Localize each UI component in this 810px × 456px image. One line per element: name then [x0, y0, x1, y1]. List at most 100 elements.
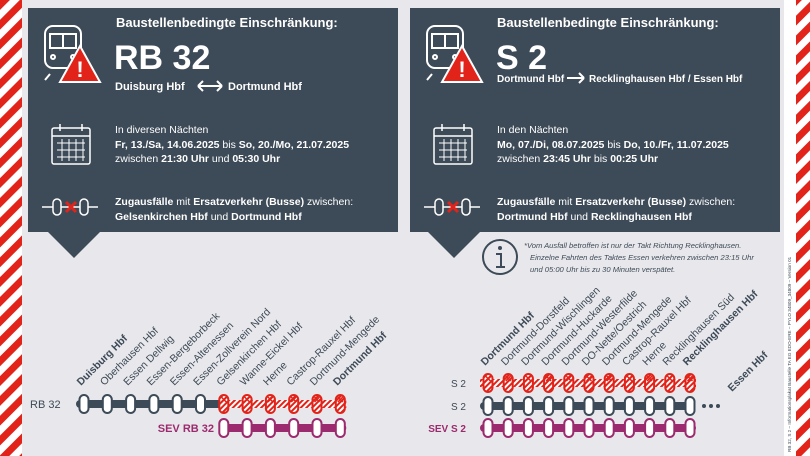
stop [241, 418, 253, 438]
note-line: Einzelne Fahrten des Taktes Essen verkeh… [530, 253, 754, 262]
impact-a: Zugausfälle [497, 196, 556, 208]
stop [684, 373, 696, 393]
date-join: bis [220, 139, 239, 151]
stop [583, 396, 595, 416]
stop [218, 418, 230, 438]
impact-c: Ersatzverkehr (Busse) [575, 196, 686, 208]
stripe-left [0, 0, 22, 456]
cancel-icon [42, 198, 98, 216]
cancel-mark [626, 375, 633, 382]
times: zwischen 23:45 Uhr bis 00:25 Uhr [497, 153, 658, 165]
stop [664, 396, 676, 416]
cancel-mark [565, 375, 572, 382]
line-name: RB 32 [114, 39, 210, 77]
sidebar-text: RB 32, S 2 – Informationsplakat Baustell… [787, 256, 792, 452]
time-join: bis [591, 153, 610, 165]
stop [482, 396, 494, 416]
stop [502, 373, 514, 393]
calendar-icon [51, 124, 91, 165]
stop [623, 396, 635, 416]
period: In diversen Nächten [115, 124, 209, 136]
stop [218, 394, 230, 414]
cancel-mark [505, 375, 512, 382]
date-start: Fr, 13./Sa, 14.06.2025 [115, 139, 220, 151]
panel-left [28, 8, 398, 258]
stop [148, 394, 160, 414]
continuation-dot [702, 404, 706, 408]
cancel-mark [220, 396, 227, 403]
time-start: 23:45 Uhr [543, 153, 591, 165]
stop [311, 394, 323, 414]
stop [334, 394, 346, 414]
stop [502, 418, 514, 438]
stop [288, 418, 300, 438]
section-join: und [208, 211, 231, 223]
stop [684, 396, 696, 416]
continuation-dot [709, 404, 713, 408]
cancel-mark [244, 396, 251, 403]
stop [482, 418, 494, 438]
section: Gelsenkirchen Hbf und Dortmund Hbf [115, 211, 302, 223]
stop [502, 396, 514, 416]
impact: Zugausfälle mit Ersatzverkehr (Busse) zw… [115, 196, 353, 208]
section-to: Recklinghausen Hbf [591, 211, 692, 223]
stop [543, 373, 555, 393]
section-to: Dortmund Hbf [231, 211, 302, 223]
stop [264, 418, 276, 438]
arrow [567, 72, 585, 84]
warning-mark: ! [76, 57, 83, 82]
track [219, 424, 347, 432]
times: zwischen 21:30 Uhr und 05:30 Uhr [115, 153, 280, 165]
dates: Fr, 13./Sa, 14.06.2025 bis So, 20./Mo, 2… [115, 139, 349, 151]
route-from: Dortmund Hbf [497, 74, 565, 85]
note-line: und 05:00 Uhr bis zu 30 Minuten verspäte… [530, 265, 675, 274]
cancel-mark [585, 375, 593, 382]
stop [195, 394, 206, 414]
impact-b: mit [173, 196, 193, 208]
stop [522, 418, 534, 438]
route-to: Dortmund Hbf [228, 81, 302, 93]
stripe-right [796, 0, 810, 456]
line-label: RB 32 [30, 399, 61, 411]
line-name: S 2 [496, 39, 547, 77]
stop [522, 373, 534, 393]
stop [543, 396, 555, 416]
cancel-mark [606, 375, 613, 382]
stop [603, 418, 615, 438]
stop [264, 394, 276, 414]
heading: Baustellenbedingte Einschränkung: [497, 15, 719, 30]
stop [603, 373, 615, 393]
warning-icon [58, 43, 102, 83]
date-start: Mo, 07./Di, 08.07.2025 [497, 139, 605, 151]
info-icon [482, 239, 518, 275]
stop [288, 394, 300, 414]
impact-d: zwischen: [304, 196, 353, 208]
stop [334, 418, 346, 438]
line-label: S 2 [451, 379, 466, 390]
cancel-mark [646, 375, 653, 382]
time-pre: zwischen [497, 153, 543, 165]
arrow-both [197, 80, 223, 92]
cancel-mark [313, 396, 321, 403]
panel-right [410, 8, 780, 258]
cancel-icon [424, 198, 480, 216]
route-from: Duisburg Hbf [115, 81, 185, 93]
section-from: Dortmund Hbf [497, 211, 568, 223]
section-from: Gelsenkirchen Hbf [115, 211, 208, 223]
stop [644, 373, 656, 393]
time-start: 21:30 Uhr [161, 153, 209, 165]
cancel-mark [666, 375, 673, 382]
date-end: So, 20./Mo, 21.07.2025 [239, 139, 349, 151]
stop [563, 396, 575, 416]
stop [101, 394, 113, 414]
sev-label: SEV S 2 [428, 424, 466, 435]
stop [684, 418, 696, 438]
stop [583, 418, 595, 438]
impact-c: Ersatzverkehr (Busse) [193, 196, 304, 208]
cancel-mark [484, 375, 492, 382]
date-end: Do, 10./Fr, 11.07.2025 [624, 139, 729, 151]
stop [311, 418, 323, 438]
time-end: 00:25 Uhr [610, 153, 658, 165]
